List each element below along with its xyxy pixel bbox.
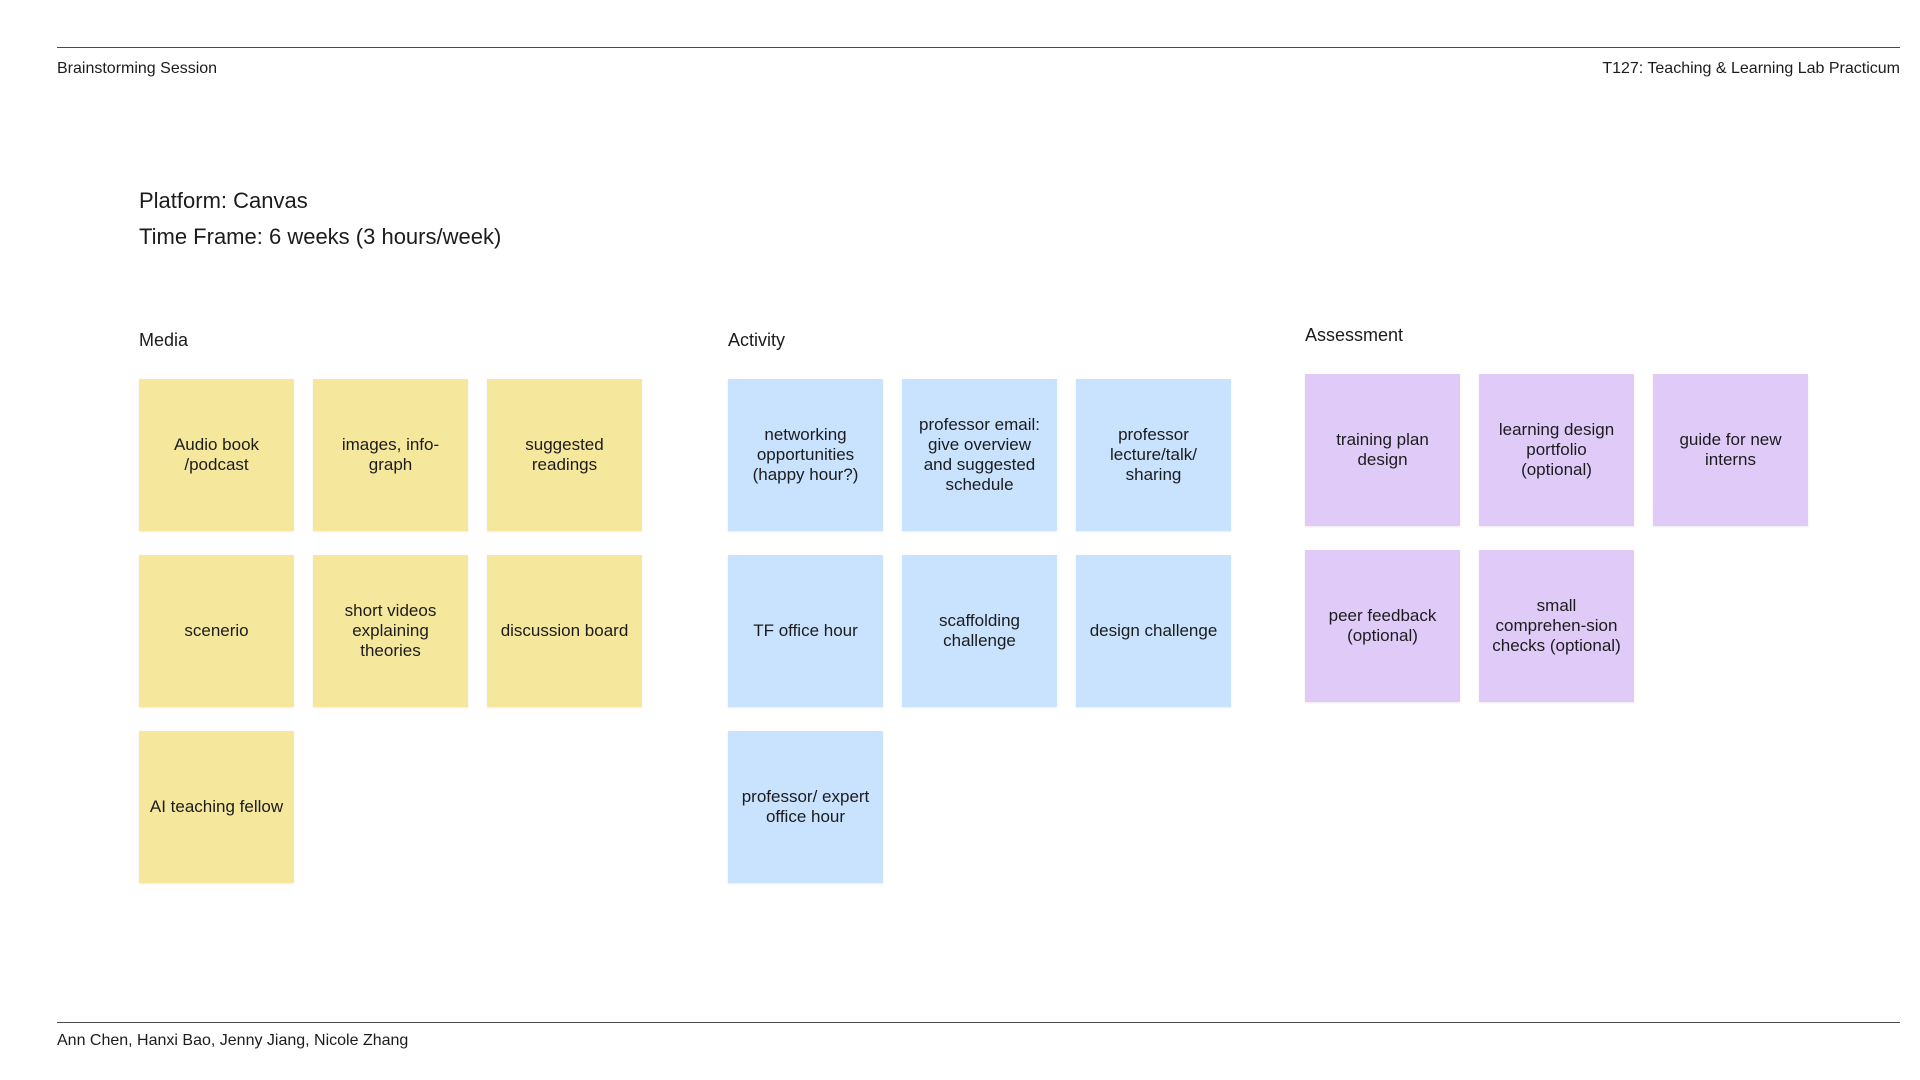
sticky-note[interactable]: scaffolding challenge — [902, 555, 1057, 707]
sticky-note[interactable]: short videos explaining theories — [313, 555, 468, 707]
frame-header: Brainstorming Session T127: Teaching & L… — [57, 60, 1900, 78]
sticky-note[interactable]: discussion board — [487, 555, 642, 707]
sticky-note[interactable]: guide for new interns — [1653, 374, 1808, 526]
column-title-assessment: Assessment — [1305, 325, 1404, 345]
sticky-note[interactable]: TF office hour — [728, 555, 883, 707]
sticky-note-text: peer feedback (optional) — [1328, 605, 1437, 645]
sticky-note-text: guide for new interns — [1679, 429, 1782, 469]
sticky-note-text: AI teaching fellow — [149, 796, 284, 816]
sticky-note[interactable]: professor/ expert office hour — [728, 731, 883, 883]
sticky-note-text: scenerio — [184, 620, 249, 640]
column-title-media: Media — [139, 330, 189, 350]
info-block: Platform: Canvas Time Frame: 6 weeks (3 … — [139, 183, 501, 255]
sticky-note-text: professor email: give overview and sugge… — [919, 414, 1040, 495]
sticky-note[interactable]: peer feedback (optional) — [1305, 550, 1460, 702]
sticky-note[interactable]: AI teaching fellow — [139, 731, 294, 883]
sticky-note[interactable]: small comprehen-sion checks (optional) — [1479, 550, 1634, 702]
timeframe-label: Time Frame: 6 weeks (3 hours/week) — [139, 224, 502, 249]
sticky-note-text: networking opportunities (happy hour?) — [752, 424, 859, 485]
sticky-note[interactable]: design challenge — [1076, 555, 1231, 707]
sticky-note-text: professor lecture/talk/ sharing — [1110, 424, 1197, 485]
sticky-note[interactable]: Audio book /podcast — [139, 379, 294, 531]
notes-grid-activity: networking opportunities (happy hour?) pr… — [728, 379, 1231, 883]
sticky-note-text: short videos explaining theories — [344, 600, 437, 661]
sticky-note-text: small comprehen-sion checks (optional) — [1492, 595, 1621, 656]
course-title: T127: Teaching & Learning Lab Practicum — [1602, 60, 1900, 77]
sticky-note-text: suggested readings — [525, 434, 604, 474]
column-assessment: Assessment training plan design learning … — [1305, 325, 1808, 702]
sticky-note[interactable]: professor email: give overview and sugge… — [902, 379, 1057, 531]
sticky-note-text: training plan design — [1336, 429, 1429, 469]
sticky-note-text: images, info-graph — [341, 434, 440, 474]
sticky-note-text: Audio book /podcast — [173, 434, 260, 474]
column-activity: Activity networking opportunities (happy… — [728, 330, 1231, 883]
bottom-divider — [57, 1022, 1900, 1023]
sticky-note-text: professor/ expert office hour — [741, 786, 870, 826]
sticky-note-text: scaffolding challenge — [939, 610, 1020, 650]
sticky-note[interactable]: professor lecture/talk/ sharing — [1076, 379, 1231, 531]
top-divider — [57, 47, 1900, 48]
sticky-note-text: learning design portfolio (optional) — [1498, 419, 1615, 480]
sticky-note[interactable]: scenerio — [139, 555, 294, 707]
platform-label: Platform: Canvas — [139, 188, 308, 213]
sticky-note[interactable]: images, info-graph — [313, 379, 468, 531]
sticky-note[interactable]: networking opportunities (happy hour?) — [728, 379, 883, 531]
column-title-activity: Activity — [728, 330, 786, 350]
sticky-note-text: design challenge — [1089, 620, 1218, 640]
frame-footer: Ann Chen, Hanxi Bao, Jenny Jiang, Nicole… — [57, 1032, 408, 1050]
sticky-note[interactable]: learning design portfolio (optional) — [1479, 374, 1634, 526]
authors-label: Ann Chen, Hanxi Bao, Jenny Jiang, Nicole… — [57, 1032, 409, 1049]
sticky-note-text: discussion board — [500, 620, 629, 640]
column-media: Media Audio book /podcast images, info-gr… — [139, 330, 642, 883]
notes-grid-media: Audio book /podcast images, info-graph sug… — [139, 379, 642, 883]
sticky-note[interactable]: training plan design — [1305, 374, 1460, 526]
notes-grid-assessment: training plan design learning design port… — [1305, 374, 1808, 702]
sticky-note-text: TF office hour — [753, 620, 858, 640]
board-title: Brainstorming Session — [57, 60, 218, 77]
sticky-note[interactable]: suggested readings — [487, 379, 642, 531]
